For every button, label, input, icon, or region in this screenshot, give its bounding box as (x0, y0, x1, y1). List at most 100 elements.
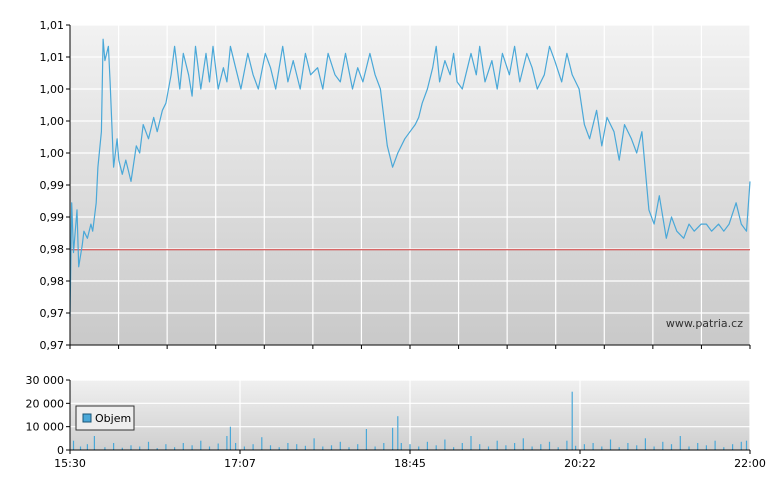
price-series-group (69, 38, 751, 317)
volume-bar (496, 440, 498, 450)
volume-bar (618, 447, 620, 450)
volume-bar (514, 443, 516, 450)
volume-bar (397, 416, 399, 450)
volume-bar (679, 436, 681, 450)
volume-bar (313, 438, 315, 450)
legend-swatch (82, 413, 92, 423)
volume-bar (444, 439, 446, 450)
x-tick-label: 20:22 (564, 457, 596, 470)
volume-bar (339, 441, 341, 450)
volume-bar (252, 444, 254, 450)
volume-bar (261, 437, 263, 450)
volume-bar (304, 445, 306, 450)
volume-bar (392, 427, 394, 450)
volume-bar (191, 445, 193, 450)
volume-bar (269, 445, 272, 450)
volume-bar (86, 444, 88, 450)
price-y-tick-label: 0,98 (40, 275, 65, 288)
volume-bar (93, 436, 95, 450)
x-tick-label: 15:30 (54, 457, 86, 470)
volume-bar (147, 441, 150, 450)
volume-bar (113, 443, 115, 450)
volume-bar (200, 440, 202, 450)
volume-bar (278, 447, 280, 450)
volume-bar (745, 440, 748, 450)
volume-bar (714, 440, 716, 450)
legend-label: Objem (95, 412, 131, 425)
volume-y-tick-label: 30 000 (26, 374, 65, 387)
volume-bar (601, 446, 603, 450)
volume-bar (705, 445, 707, 450)
volume-bar (609, 439, 612, 450)
volume-bar (208, 446, 211, 450)
price-y-tick-label: 0,99 (40, 179, 65, 192)
volume-y-tick-label: 20 000 (26, 397, 65, 410)
volume-bar (540, 444, 542, 450)
price-series-line (69, 38, 751, 317)
volume-bar (426, 441, 428, 450)
watermark: www.patria.cz (666, 317, 743, 330)
volume-bar (505, 445, 507, 450)
volume-bar (130, 445, 132, 450)
volume-y-tick-label: 10 000 (26, 421, 65, 434)
volume-bar (732, 444, 734, 450)
volume-bar (487, 446, 490, 450)
volume-bar (566, 440, 568, 450)
volume-bar (627, 443, 629, 450)
x-tick-label: 17:07 (224, 457, 256, 470)
volume-bar (583, 444, 585, 450)
volume-bar (217, 443, 219, 450)
volume-bar (348, 447, 350, 450)
volume-bar (121, 447, 123, 450)
volume-bar (400, 443, 402, 450)
volume-bar (409, 444, 411, 450)
volume-bar (470, 436, 472, 450)
volume-bar (644, 438, 646, 450)
volume-bar (296, 444, 298, 450)
volume-bar (104, 447, 106, 450)
volume-bar (548, 441, 551, 450)
volume-bar (435, 445, 437, 450)
volume-bar (72, 440, 75, 450)
price-y-tick-labels: 0,97 0,97 0,98 0,98 0,99 0,99 1,00 1,00 1,00 1,01… (40, 19, 65, 352)
volume-bar (174, 447, 176, 450)
volume-bar (688, 446, 690, 450)
x-tick-label: 22:00 (734, 457, 766, 470)
volume-bar (235, 443, 237, 450)
axes-group (66, 24, 751, 454)
volume-y-tick-label: 0 (57, 444, 64, 457)
volume-bar (357, 444, 359, 450)
volume-bar (453, 447, 455, 450)
volume-bar (740, 441, 742, 450)
price-y-tick-label: 0,98 (40, 243, 65, 256)
volume-bar (662, 441, 664, 450)
volume-bar (374, 446, 376, 450)
volume-bar (287, 443, 289, 450)
volume-bar (653, 446, 655, 450)
volume-bar (557, 447, 559, 450)
volume-bar (636, 445, 638, 450)
volume-bar (531, 446, 533, 450)
volume-bar (243, 446, 245, 450)
volume-bar (229, 426, 231, 450)
x-tick-label: 18:45 (394, 457, 426, 470)
volume-bar (418, 446, 420, 450)
volume-bar (592, 443, 594, 450)
legend: Objem (75, 405, 135, 431)
volume-bar (575, 445, 577, 450)
volume-bar (182, 443, 184, 450)
x-tick-labels: 15:30 17:07 18:45 20:22 22:00 (54, 457, 766, 470)
volume-bar (139, 446, 141, 450)
volume-bar (165, 444, 167, 450)
volume-bar (479, 444, 481, 450)
volume-bar (322, 446, 324, 450)
price-y-tick-label: 1,00 (40, 115, 65, 128)
volume-bar (330, 445, 333, 450)
price-y-tick-label: 1,01 (40, 19, 65, 32)
price-y-tick-label: 0,97 (40, 307, 65, 320)
volume-bar (383, 443, 385, 450)
volume-bar (365, 429, 367, 450)
price-y-tick-label: 1,01 (40, 51, 65, 64)
